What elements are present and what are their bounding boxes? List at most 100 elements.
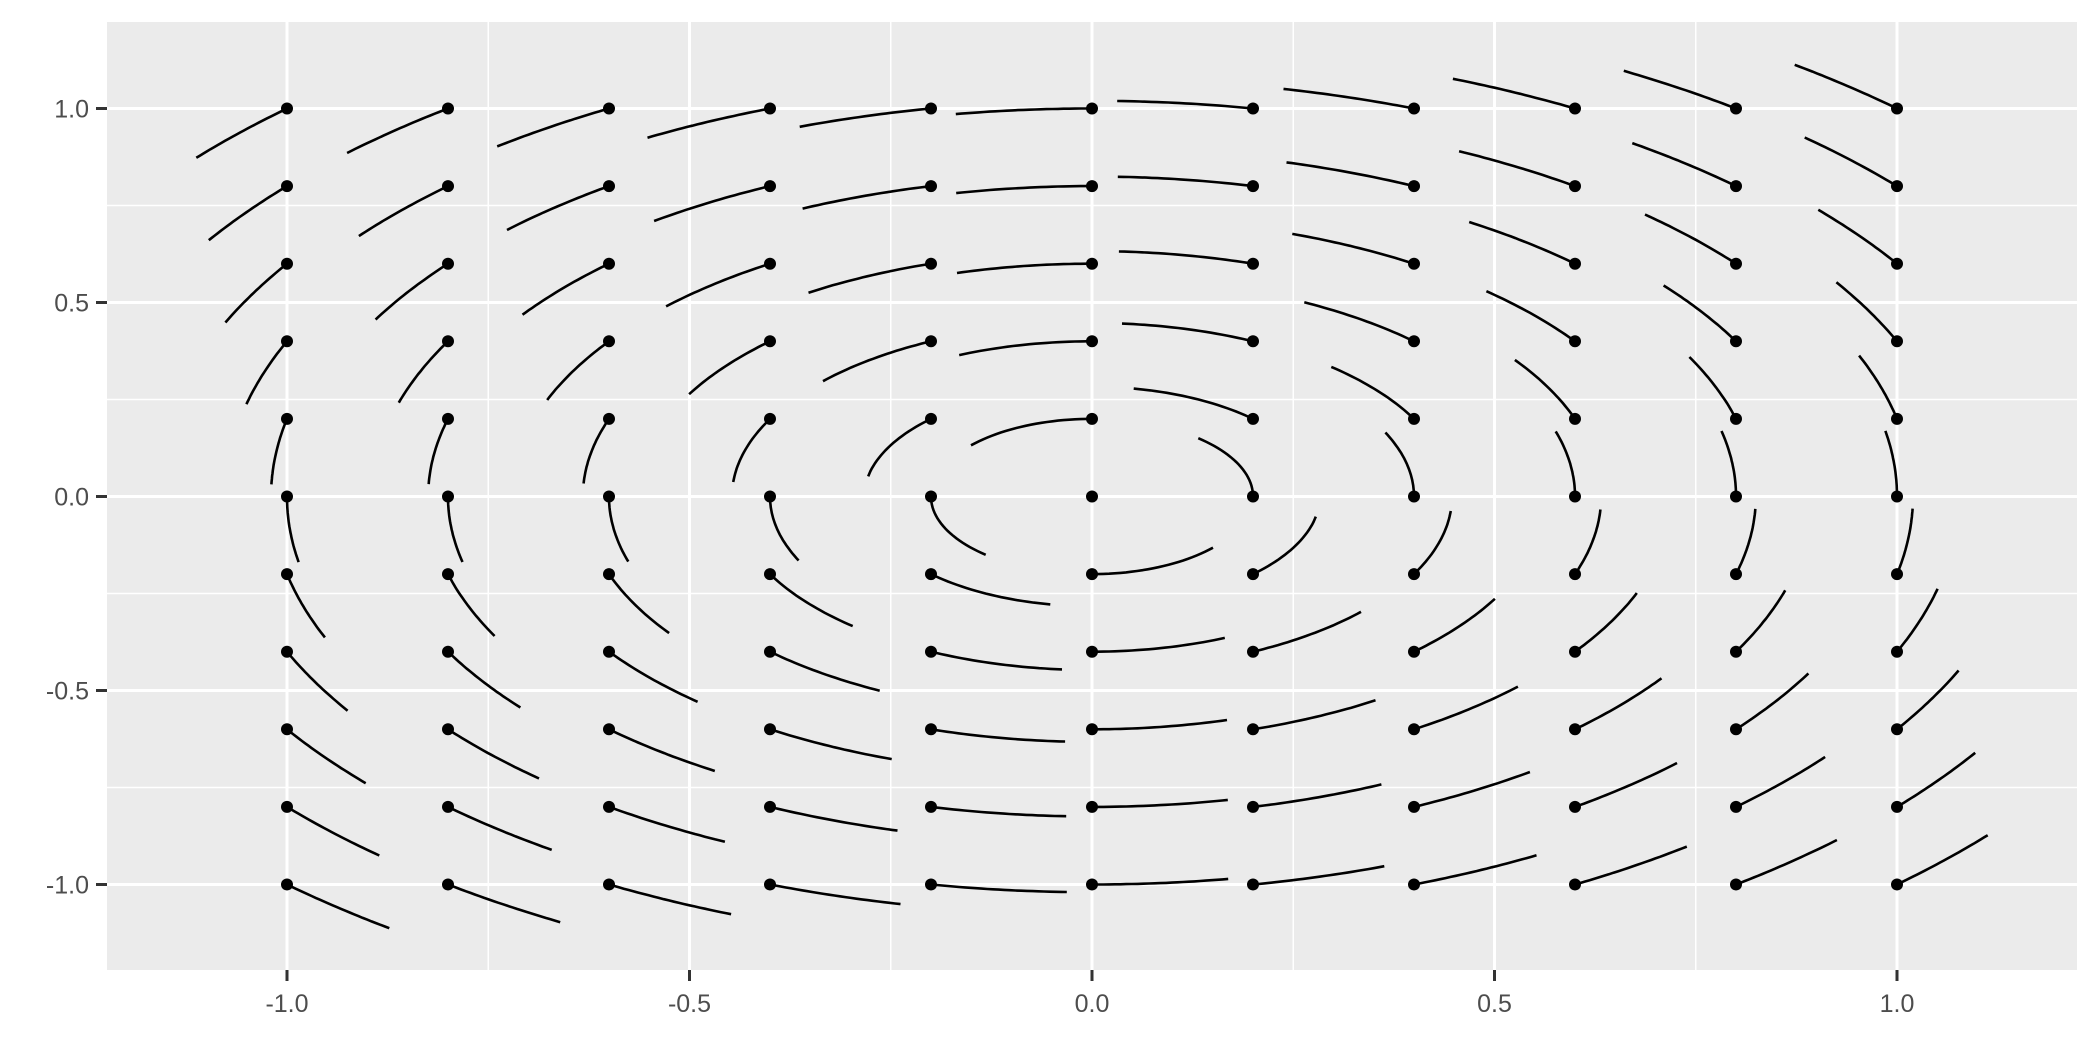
grid-point [1569, 723, 1581, 736]
grid-point [1408, 645, 1420, 658]
flow-trail [1252, 699, 1376, 731]
grid-point [603, 723, 615, 736]
flow-trail [1092, 636, 1226, 654]
grid-point [603, 490, 615, 503]
grid-point [281, 412, 293, 425]
flow-trail [1092, 877, 1229, 886]
flow-trail [608, 805, 726, 844]
grid-point [442, 878, 454, 891]
grid-point [1569, 180, 1581, 193]
flow-trail [769, 650, 881, 692]
flow-trail [446, 573, 496, 637]
grid-point [603, 102, 615, 115]
flow-trail [653, 184, 771, 223]
flow-trail [1303, 301, 1415, 343]
grid-point [442, 335, 454, 348]
grid-point [1247, 490, 1259, 503]
y-tick-label: 1.0 [54, 96, 89, 124]
grid-point [442, 800, 454, 813]
flow-trail [1574, 845, 1688, 886]
flow-trail [607, 496, 630, 563]
grid-point [1408, 878, 1420, 891]
x-tick-label: -1.0 [265, 990, 308, 1018]
grid-point [1569, 335, 1581, 348]
grid-point [1086, 180, 1098, 193]
flow-trail [608, 883, 732, 916]
flow-trail [427, 418, 450, 485]
flow-trail [546, 340, 610, 401]
flow-trail [1330, 365, 1415, 420]
flow-trail [1884, 430, 1899, 497]
flow-trail [1573, 509, 1602, 575]
flow-trail [1835, 281, 1898, 343]
grid-point [1730, 180, 1742, 193]
grid-point [1408, 412, 1420, 425]
grid-point [1408, 335, 1420, 348]
grid-point [1569, 568, 1581, 581]
grid-point [764, 335, 776, 348]
flow-trail [665, 262, 771, 308]
grid-point [1891, 723, 1903, 736]
flow-trail [930, 883, 1067, 894]
x-tick-label: -0.5 [668, 990, 711, 1018]
grid-point [1891, 568, 1903, 581]
grid-point [764, 568, 776, 581]
grid-point [1730, 878, 1742, 891]
grid-point [1730, 335, 1742, 348]
flow-trail [688, 340, 771, 396]
flow-trail [1735, 672, 1810, 731]
grid-point [1891, 412, 1903, 425]
grid-point [1730, 723, 1742, 736]
flow-trail [1804, 136, 1898, 188]
flow-trail [447, 805, 553, 852]
flow-trail [1121, 322, 1254, 343]
flow-trail [1574, 761, 1678, 809]
grid-point [925, 102, 937, 115]
flow-trail [1413, 685, 1519, 731]
flow-trail [930, 572, 1051, 606]
grid-point [1086, 412, 1098, 425]
grid-point [603, 878, 615, 891]
flow-trail [447, 883, 561, 924]
flow-trail [1452, 77, 1576, 110]
grid-point [1730, 102, 1742, 115]
flow-trail [958, 339, 1092, 357]
grid-point [1730, 412, 1742, 425]
flow-trail [955, 107, 1092, 116]
grid-point [1891, 180, 1903, 193]
flow-trail [1574, 677, 1663, 731]
grid-point [1408, 102, 1420, 115]
flow-trail [447, 728, 540, 780]
flow-trail [1458, 149, 1576, 188]
grid-point [442, 490, 454, 503]
grid-point [603, 412, 615, 425]
grid-point [1247, 645, 1259, 658]
flow-trail [822, 340, 932, 383]
flow-trail [608, 728, 716, 773]
axes: -1.0 -0.5 0.0 0.5 1.0 -1.0 -0.5 0.0 0.5 1.0 [46, 96, 1914, 1019]
flow-trail [1644, 213, 1737, 265]
flow-trail [1735, 838, 1838, 886]
grid-point [1408, 257, 1420, 270]
flow-trail [802, 184, 932, 210]
flow-trail [270, 418, 289, 485]
y-tick-label: 0.0 [54, 484, 89, 512]
grid-point [1247, 335, 1259, 348]
flow-trail [1252, 783, 1382, 809]
grid-point [764, 645, 776, 658]
grid-point [1086, 645, 1098, 658]
flow-trail [286, 805, 380, 857]
flow-trail [1735, 755, 1826, 809]
flow-trail [358, 184, 449, 238]
grid-point [1569, 800, 1581, 813]
flow-trail [447, 650, 522, 709]
grid-point [281, 568, 293, 581]
flow-trail [930, 650, 1063, 671]
grid-point [764, 257, 776, 270]
grid-point [1247, 800, 1259, 813]
flow-trail [799, 107, 932, 129]
grid-point [442, 102, 454, 115]
grid-point [281, 102, 293, 115]
flow-trail [1896, 751, 1977, 809]
grid-point [1408, 800, 1420, 813]
